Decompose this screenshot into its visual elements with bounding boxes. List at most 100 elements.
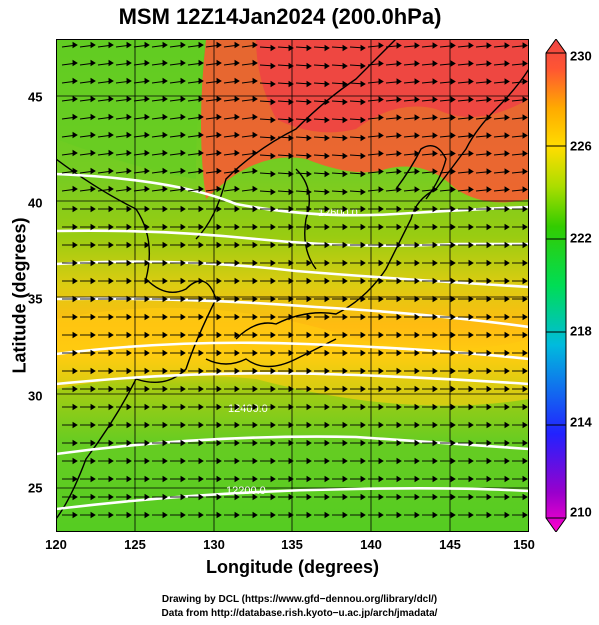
wind-arrow-head	[486, 168, 492, 175]
wind-arrow-head	[450, 403, 456, 411]
wind-arrow-head	[504, 78, 510, 85]
wind-arrow-head	[108, 113, 114, 121]
wind-arrow-head	[90, 511, 96, 519]
wind-arrow-head	[198, 131, 204, 139]
wind-arrow-head	[396, 349, 402, 357]
wind-arrow-head	[162, 295, 168, 303]
wind-arrow-head	[198, 511, 204, 519]
wind-arrow-head	[432, 277, 438, 285]
wind-arrow-head	[468, 385, 474, 393]
wind-arrow-head	[504, 132, 510, 139]
wind-arrow-head	[108, 185, 114, 193]
wind-arrow-head	[522, 168, 528, 175]
wind-arrow-head	[216, 403, 222, 411]
wind-arrow-head	[504, 259, 510, 267]
wind-arrow-head	[270, 241, 276, 249]
wind-arrow-head	[234, 95, 240, 103]
wind-arrow-head	[162, 149, 168, 157]
wind-arrow-head	[504, 349, 510, 357]
wind-arrow-head	[432, 186, 438, 193]
wind-arrow-head	[342, 457, 348, 465]
wind-arrow-head	[378, 403, 384, 411]
wind-arrow-head	[126, 349, 132, 357]
wind-arrow-head	[162, 223, 168, 231]
wind-arrow-head	[198, 167, 204, 175]
wind-arrow-head	[324, 241, 330, 249]
wind-arrow-head	[144, 185, 150, 193]
wind-arrow-head	[486, 241, 492, 249]
x-tick-label: 120	[45, 537, 67, 552]
wind-arrow-head	[468, 223, 474, 231]
colorbar-tick-label: 214	[570, 414, 592, 430]
wind-arrow-head	[306, 439, 312, 447]
wind-arrow-head	[342, 511, 348, 519]
wind-arrow-head	[198, 277, 204, 285]
wind-arrow-head	[198, 259, 204, 267]
wind-arrow-head	[180, 367, 186, 375]
wind-arrow-head	[414, 60, 420, 67]
wind-arrow-head	[504, 331, 510, 339]
wind-arrow-head	[288, 277, 294, 285]
wind-arrow-head	[126, 259, 132, 267]
wind-arrow-head	[270, 223, 276, 231]
wind-arrow-head	[252, 131, 258, 139]
wind-arrow-head	[108, 385, 114, 393]
wind-arrow-head	[468, 60, 474, 67]
wind-arrow-head	[450, 132, 456, 139]
wind-arrow-head	[108, 205, 114, 213]
wind-arrow-head	[432, 150, 438, 157]
wind-arrow-head	[252, 295, 258, 303]
wind-arrow-head	[324, 188, 330, 196]
wind-arrow-head	[270, 98, 276, 106]
wind-arrow-head	[306, 241, 312, 249]
wind-arrow-head	[144, 403, 150, 411]
wind-arrow-head	[270, 457, 276, 465]
wind-arrow-head	[342, 259, 348, 267]
wind-arrow-head	[288, 80, 294, 88]
wind-arrow-head	[234, 167, 240, 175]
wind-arrow-head	[324, 62, 330, 70]
wind-arrow-head	[288, 44, 294, 52]
wind-arrow-head	[324, 277, 330, 285]
wind-arrow-head	[432, 259, 438, 267]
wind-arrow-head	[234, 457, 240, 465]
colorbar	[545, 39, 567, 532]
wind-arrow-head	[270, 493, 276, 501]
wind-arrow-head	[414, 349, 420, 357]
wind-arrow-head	[396, 421, 402, 429]
wind-arrow-head	[432, 385, 438, 393]
wind-arrow-head	[324, 223, 330, 231]
wind-arrow-head	[342, 313, 348, 321]
wind-arrow-head	[414, 313, 420, 321]
wind-arrow-head	[486, 349, 492, 357]
wind-arrow-head	[522, 42, 528, 49]
wind-arrow-head	[396, 403, 402, 411]
wind-arrow-head	[522, 96, 528, 103]
wind-arrow-head	[234, 131, 240, 139]
wind-arrow-head	[180, 511, 186, 519]
wind-arrow-head	[378, 259, 384, 267]
wind-arrow-head	[126, 367, 132, 375]
wind-arrow-head	[288, 313, 294, 321]
wind-arrow-head	[72, 421, 78, 429]
wind-arrow-head	[252, 475, 258, 483]
wind-arrow-head	[252, 41, 258, 49]
wind-arrow-head	[72, 349, 78, 357]
wind-arrow-head	[522, 60, 528, 67]
wind-arrow-head	[468, 78, 474, 85]
wind-arrow-head	[198, 223, 204, 231]
wind-arrow-head	[162, 205, 168, 213]
wind-arrow-head	[162, 349, 168, 357]
wind-arrow-head	[126, 385, 132, 393]
wind-arrow-head	[288, 134, 294, 142]
wind-arrow-head	[414, 223, 420, 231]
wind-arrow-head	[450, 205, 456, 213]
wind-arrow-head	[108, 95, 114, 103]
wind-arrow-head	[432, 114, 438, 121]
wind-arrow-head	[306, 62, 312, 70]
wind-arrow-head	[252, 77, 258, 85]
wind-arrow-head	[306, 385, 312, 393]
wind-arrow-head	[126, 403, 132, 411]
wind-arrow-head	[486, 385, 492, 393]
wind-arrow-head	[234, 385, 240, 393]
